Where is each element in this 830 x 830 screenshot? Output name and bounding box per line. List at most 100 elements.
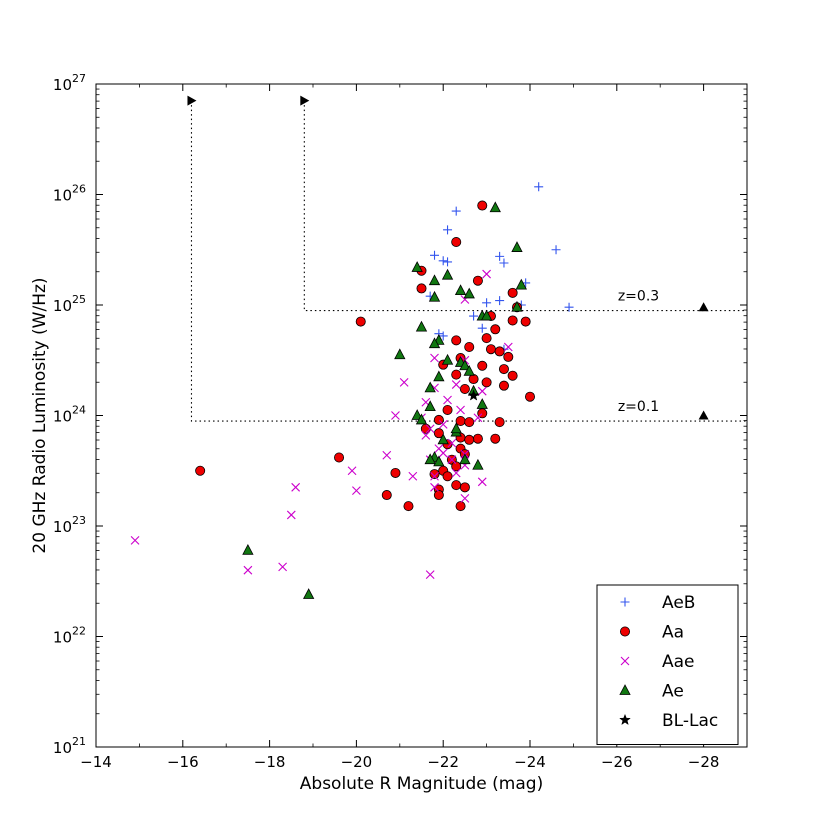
data-point xyxy=(515,278,527,290)
legend-label: Ae xyxy=(662,682,684,702)
data-point xyxy=(481,377,492,388)
data-point xyxy=(467,389,480,401)
data-point xyxy=(390,467,401,478)
data-point xyxy=(451,480,462,491)
data-point xyxy=(490,433,501,444)
data-point xyxy=(477,386,487,396)
data-point xyxy=(415,320,428,332)
data-point xyxy=(455,501,466,512)
data-point xyxy=(494,346,505,357)
data-point xyxy=(494,417,505,428)
x-tick-label: −16 xyxy=(167,753,199,771)
data-point xyxy=(495,296,505,306)
x-tick-label: −26 xyxy=(601,753,633,771)
limit-marker xyxy=(698,410,709,420)
limit-marker xyxy=(187,95,197,106)
data-point xyxy=(451,461,462,472)
legend-label: AeB xyxy=(662,593,695,613)
legend-label: BL-Lac xyxy=(662,711,718,731)
data-point xyxy=(456,405,465,415)
data-point xyxy=(408,471,418,481)
data-point xyxy=(391,411,400,420)
data-point xyxy=(477,477,487,487)
data-point xyxy=(429,469,440,480)
data-point xyxy=(473,413,483,423)
y-tick-label: 1021 xyxy=(53,735,86,757)
data-point xyxy=(472,275,483,286)
limit-marker xyxy=(300,95,310,106)
y-tick-label: 1026 xyxy=(53,183,86,205)
data-point xyxy=(438,448,448,458)
data-point xyxy=(447,455,457,465)
data-point xyxy=(394,348,406,360)
data-point xyxy=(480,309,493,321)
data-point xyxy=(451,206,461,216)
data-point xyxy=(415,413,428,425)
limit-line-0 xyxy=(190,100,747,422)
series-ae xyxy=(242,201,527,599)
data-point xyxy=(482,269,491,279)
legend-marker xyxy=(619,713,631,726)
x-tick-label: −24 xyxy=(514,753,546,771)
data-point xyxy=(459,359,471,371)
limit-line-1 xyxy=(303,100,747,312)
limit-markers xyxy=(187,95,709,420)
data-point xyxy=(443,225,453,235)
data-point xyxy=(442,471,453,482)
y-tick-label: 1024 xyxy=(53,404,86,426)
data-point xyxy=(495,251,505,261)
data-point xyxy=(195,465,206,476)
x-tick-label: −14 xyxy=(80,753,112,771)
data-point xyxy=(430,250,440,260)
data-point xyxy=(425,424,435,434)
data-point xyxy=(503,342,513,352)
data-point xyxy=(490,324,501,335)
legend-marker xyxy=(619,684,631,695)
annotation-label: z=0.3 xyxy=(618,289,659,305)
data-point xyxy=(464,341,475,352)
data-point xyxy=(443,257,453,267)
data-point xyxy=(464,434,475,445)
data-point xyxy=(520,316,531,327)
data-point xyxy=(459,453,471,465)
limit-lines xyxy=(190,100,747,422)
data-point xyxy=(468,374,479,385)
data-point xyxy=(433,370,445,382)
data-point xyxy=(450,422,462,434)
data-point xyxy=(438,331,448,341)
data-point xyxy=(411,261,423,272)
data-point xyxy=(472,433,483,444)
data-point xyxy=(334,452,345,463)
data-point xyxy=(424,453,436,465)
data-point xyxy=(428,337,441,349)
data-point xyxy=(443,395,452,405)
data-point xyxy=(355,316,366,327)
y-axis-label: 20 GHz Radio Luminosity (W/Hz) xyxy=(30,277,50,553)
legend-marker xyxy=(620,656,630,666)
data-points xyxy=(130,182,574,599)
data-point xyxy=(286,510,296,520)
data-point xyxy=(507,287,518,298)
data-point xyxy=(438,256,448,266)
data-point xyxy=(476,398,488,409)
data-point xyxy=(421,431,431,440)
data-point xyxy=(451,380,461,389)
data-point xyxy=(451,335,462,346)
y-tick-label: 1027 xyxy=(53,72,86,94)
x-tick-label: −18 xyxy=(254,753,286,771)
data-point xyxy=(477,360,488,371)
data-point xyxy=(464,417,475,428)
data-point xyxy=(485,344,496,355)
legend-label: Aae xyxy=(662,652,695,672)
data-point xyxy=(433,490,444,501)
data-point xyxy=(302,588,315,599)
data-point xyxy=(477,200,488,211)
axis-ticks: −14 −16 −18 −20 −22 −24 −26 −28 1021 1022 1023 1024… xyxy=(53,72,747,771)
data-point xyxy=(441,353,454,365)
x-tick-label: −28 xyxy=(688,753,720,771)
data-point xyxy=(460,493,470,503)
data-point xyxy=(428,274,441,286)
data-point xyxy=(381,490,392,501)
data-point xyxy=(481,333,492,344)
legend-box xyxy=(596,584,739,745)
